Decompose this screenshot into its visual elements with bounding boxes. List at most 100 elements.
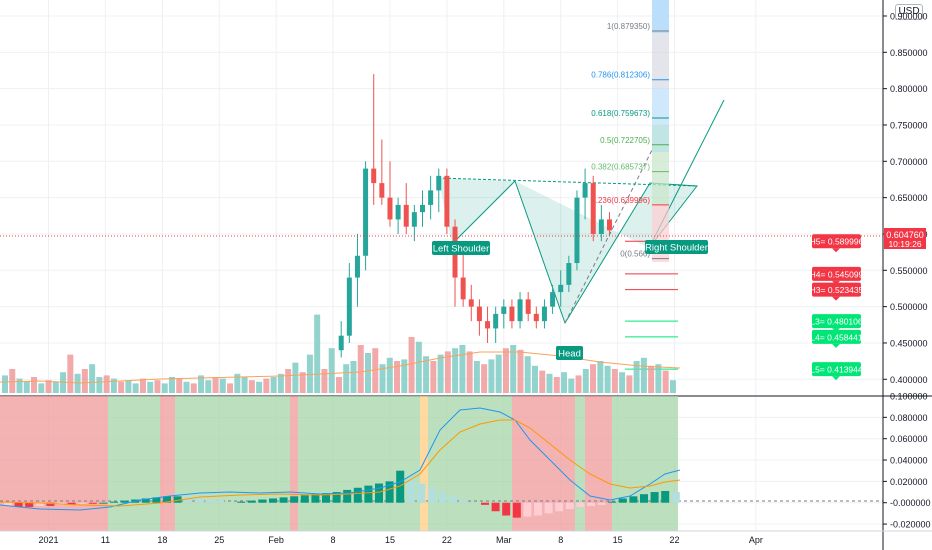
macd-hist-bar (459, 499, 468, 503)
price-tick-label: 0.400000 (890, 375, 928, 385)
fib-label: 1(0.879350) (607, 22, 650, 31)
macd-hist-bar (481, 502, 489, 505)
macd-hist-bar (67, 502, 76, 505)
candle-body (558, 284, 564, 293)
volume-bar (328, 348, 335, 393)
volume-bar (648, 365, 655, 393)
macd-background (0, 396, 678, 531)
candle-body (338, 335, 344, 351)
svg-text:10:19:26: 10:19:26 (888, 239, 921, 249)
volume-bar (597, 361, 604, 393)
fib-diagonal (564, 149, 653, 324)
volume-bar (321, 369, 328, 393)
candle-body (379, 183, 385, 198)
price-tick-label: 0.750000 (890, 120, 928, 130)
macd-hist-bar (184, 497, 193, 503)
volume-bar (423, 356, 430, 393)
volume-bar (386, 357, 393, 393)
pivot-label: L3= 0.480106 (810, 314, 863, 333)
fib-label: 0.236(0.639996) (591, 196, 650, 205)
candle-body (485, 321, 491, 329)
volume-bar (517, 349, 524, 393)
volume-bar (234, 373, 241, 393)
volume-bar (38, 383, 45, 393)
volume-bar (604, 365, 611, 393)
pivot-label-bg (812, 362, 861, 377)
macd-tick-label: 0.080000 (890, 413, 928, 423)
fib-bg-4 (652, 152, 669, 204)
volume-bar (45, 380, 52, 393)
macd-tick-label: 0.040000 (890, 456, 928, 466)
time-tick-label: 15 (613, 535, 623, 545)
candle-body (354, 255, 360, 278)
macd-hist-bar (565, 502, 574, 510)
price-tick-label: 0.500000 (890, 302, 928, 312)
volume-bar (219, 378, 226, 393)
pivot-label-bg (812, 234, 861, 249)
macd-hist-bar (587, 502, 595, 506)
time-tick-label: Mar (496, 535, 512, 545)
volume-bar (510, 345, 517, 393)
macd-tick-label: 0.020000 (890, 477, 928, 487)
macd-hist-bar (46, 502, 55, 506)
volume-bar (176, 378, 183, 393)
macd-hist-bar (173, 496, 182, 503)
volume-bar (299, 372, 306, 393)
pivot-label: L5= 0.413944 (810, 362, 863, 381)
pivot-label-pointer (832, 343, 840, 348)
volume-bar (103, 375, 110, 393)
time-axis: 2021 11 18 25 Feb 8 15 22 Mar 8 15 22 Apr (39, 535, 763, 545)
candle-body (606, 219, 612, 231)
macd-region (298, 396, 420, 531)
macd-hist-bar (322, 493, 330, 503)
svg-text:Head: Head (558, 349, 581, 360)
macd-hist-bar (110, 501, 118, 503)
macd-hist-bar (650, 492, 659, 503)
svg-text:0.604760: 0.604760 (886, 230, 924, 240)
time-tick-label: 15 (385, 535, 395, 545)
macd-hist-bar (417, 483, 426, 503)
macd-hist-bar (279, 497, 288, 503)
candle-body (574, 197, 580, 264)
candle-body (517, 299, 523, 322)
volume-bar (531, 365, 538, 393)
svg-text:Right Shoulder: Right Shoulder (645, 243, 708, 254)
volume-bar (669, 380, 676, 393)
volume-bar (147, 381, 154, 393)
candle-body (460, 277, 466, 300)
macd-hist-bar (576, 502, 585, 507)
macd-hist-bar (375, 483, 383, 503)
price-tick-label: 0.450000 (890, 338, 928, 348)
volume-bar (227, 383, 234, 393)
macd-region (160, 396, 175, 531)
head-label: Head (556, 346, 583, 360)
pivot-label-text: H3= 0.523435 (810, 285, 864, 295)
volume-bar (285, 369, 292, 393)
volume-bar (502, 348, 509, 393)
candle-body (501, 306, 507, 314)
volume-bar (619, 372, 626, 393)
macd-region (290, 396, 298, 531)
volume-bar (343, 364, 350, 393)
volume-bar (488, 359, 495, 393)
pivot-label: L4= 0.458441 (810, 329, 863, 348)
candle-body (428, 190, 434, 205)
volume-bar (9, 369, 16, 393)
macd-hist-bar (629, 496, 638, 503)
candle-body (590, 183, 596, 234)
volume-bar (168, 377, 175, 393)
macd-region (420, 396, 428, 531)
candle-body (371, 168, 377, 184)
volume-bar (81, 369, 88, 393)
time-tick-label: 22 (442, 535, 452, 545)
macd-hist-bar (343, 489, 352, 503)
macd-hist-bar (226, 501, 235, 503)
candle-body (476, 306, 482, 322)
macd-hist-bar (120, 500, 129, 503)
pivot-label-bg (812, 314, 861, 329)
pivot-label-pointer (832, 376, 840, 381)
currency-button[interactable]: USD (895, 4, 923, 20)
volume-bar (198, 375, 205, 393)
candle-body (468, 299, 474, 307)
